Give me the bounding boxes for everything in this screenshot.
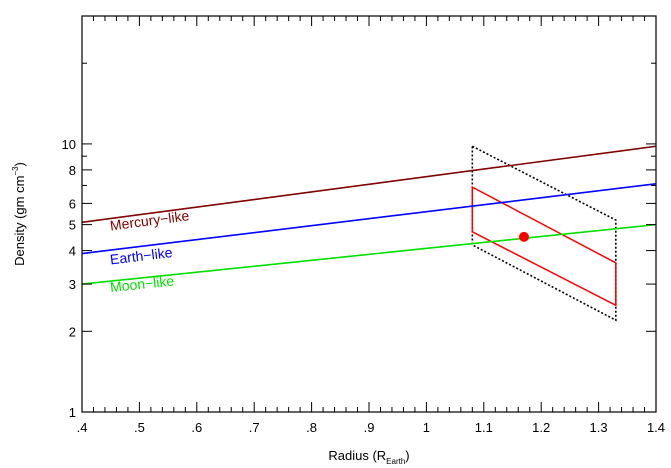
series-label: Mercury−like (109, 207, 190, 233)
y-tick-label: 5 (69, 218, 76, 233)
x-tick-label: 1.1 (475, 420, 493, 435)
regions-layer (471, 144, 617, 322)
x-axis-label: Radius (REarth) (328, 448, 409, 466)
series-label: Moon−like (109, 273, 175, 296)
x-tick-label: .9 (364, 420, 375, 435)
x-tick-label: 1.2 (532, 420, 550, 435)
series-line (81, 223, 657, 285)
y-tick-label: 4 (69, 244, 76, 259)
y-tick-label: 2 (69, 324, 76, 339)
tick-labels-layer: .4 .5 .6 .7 .8 .9 1 1.1 1.2 1.3 1.4 1 2 3 4 5 6 8 10 (62, 137, 666, 435)
series-layer (81, 145, 657, 285)
points-layer (518, 231, 529, 242)
x-tick-label: .8 (306, 420, 317, 435)
y-tick-label: 1 (69, 405, 76, 420)
solid-region (471, 185, 617, 307)
series-label: Earth−like (109, 244, 173, 267)
y-tick-label: 10 (62, 137, 76, 152)
y-tick-label: 8 (69, 163, 76, 178)
x-tick-label: .7 (249, 420, 260, 435)
x-tick-label: .5 (134, 420, 145, 435)
data-point (518, 231, 529, 242)
x-tick-label: .6 (191, 420, 202, 435)
series-labels-layer: Mercury−like Earth−like Moon−like (109, 207, 190, 295)
series-line (81, 182, 657, 255)
y-tick-label: 3 (69, 277, 76, 292)
x-tick-label: 1.4 (647, 420, 665, 435)
x-tick-label: .4 (77, 420, 88, 435)
x-tick-label: 1.3 (590, 420, 608, 435)
ticks-layer (81, 15, 657, 413)
x-tick-label: 1 (423, 420, 430, 435)
series-line (81, 145, 657, 224)
y-axis-label: Density (gm cm−3) (11, 162, 27, 266)
y-tick-label: 6 (69, 196, 76, 211)
